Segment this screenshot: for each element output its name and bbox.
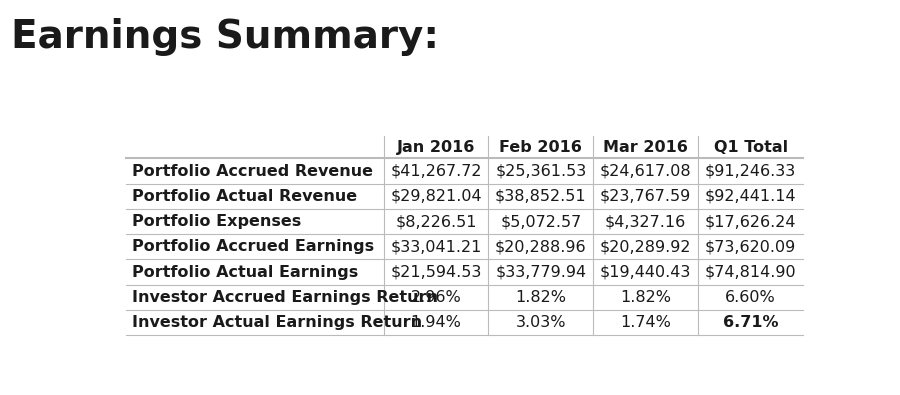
Text: $33,779.94: $33,779.94: [495, 265, 587, 280]
Text: Jan 2016: Jan 2016: [397, 139, 475, 154]
Text: $33,041.21: $33,041.21: [391, 239, 482, 254]
Text: $20,289.92: $20,289.92: [600, 239, 691, 254]
Text: Portfolio Expenses: Portfolio Expenses: [132, 214, 302, 229]
Text: Portfolio Accrued Revenue: Portfolio Accrued Revenue: [132, 164, 373, 179]
Text: 2.96%: 2.96%: [410, 290, 462, 305]
Text: Portfolio Accrued Earnings: Portfolio Accrued Earnings: [132, 239, 374, 254]
Text: $24,617.08: $24,617.08: [600, 164, 691, 179]
Text: $91,246.33: $91,246.33: [705, 164, 796, 179]
Text: $23,767.59: $23,767.59: [600, 189, 691, 204]
Text: 3.03%: 3.03%: [516, 315, 566, 330]
Text: $4,327.16: $4,327.16: [605, 214, 687, 229]
Text: $73,620.09: $73,620.09: [705, 239, 796, 254]
Text: $41,267.72: $41,267.72: [391, 164, 482, 179]
Text: $20,288.96: $20,288.96: [495, 239, 587, 254]
Text: Feb 2016: Feb 2016: [500, 139, 582, 154]
Text: 6.60%: 6.60%: [725, 290, 776, 305]
Text: 1.74%: 1.74%: [620, 315, 671, 330]
Text: 1.94%: 1.94%: [410, 315, 462, 330]
Text: 1.82%: 1.82%: [620, 290, 671, 305]
Text: Investor Accrued Earnings Return: Investor Accrued Earnings Return: [132, 290, 438, 305]
Text: $74,814.90: $74,814.90: [705, 265, 796, 280]
Text: $29,821.04: $29,821.04: [391, 189, 482, 204]
Text: 6.71%: 6.71%: [723, 315, 778, 330]
Text: $8,226.51: $8,226.51: [395, 214, 477, 229]
Text: Investor Actual Earnings Return: Investor Actual Earnings Return: [132, 315, 422, 330]
Text: Mar 2016: Mar 2016: [603, 139, 688, 154]
Text: $25,361.53: $25,361.53: [495, 164, 587, 179]
Text: Q1 Total: Q1 Total: [714, 139, 788, 154]
Text: 1.82%: 1.82%: [516, 290, 566, 305]
Text: $5,072.57: $5,072.57: [500, 214, 581, 229]
Text: $17,626.24: $17,626.24: [705, 214, 796, 229]
Text: Portfolio Actual Revenue: Portfolio Actual Revenue: [132, 189, 357, 204]
Text: Portfolio Actual Earnings: Portfolio Actual Earnings: [132, 265, 358, 280]
Text: $92,441.14: $92,441.14: [705, 189, 796, 204]
Text: $19,440.43: $19,440.43: [600, 265, 691, 280]
Text: $38,852.51: $38,852.51: [495, 189, 587, 204]
Text: Earnings Summary:: Earnings Summary:: [11, 18, 439, 56]
Text: $21,594.53: $21,594.53: [391, 265, 482, 280]
